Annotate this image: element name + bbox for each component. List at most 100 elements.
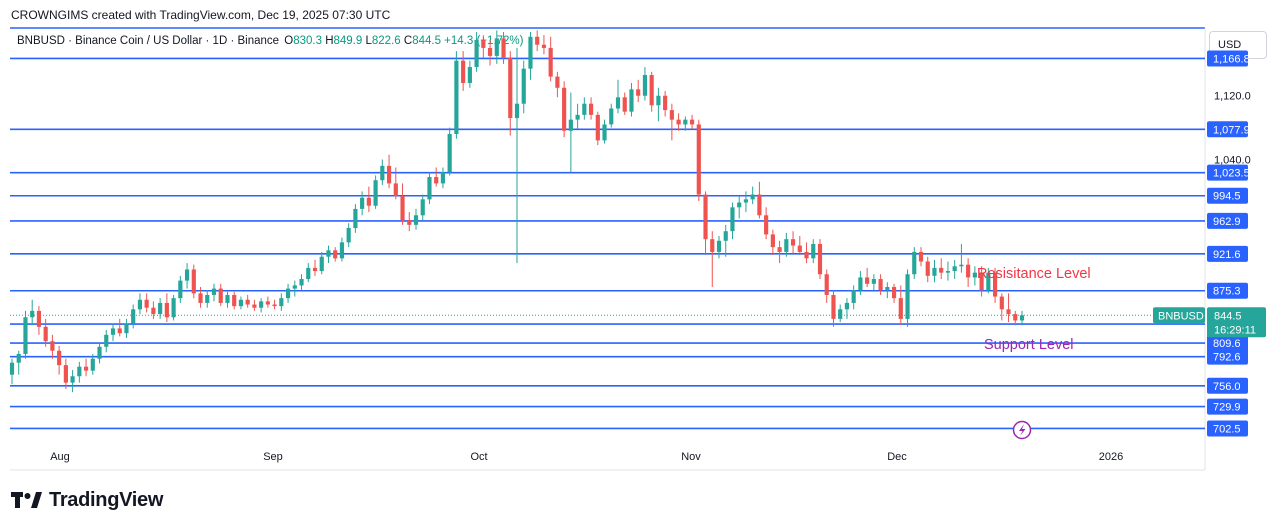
candle-body[interactable]: [642, 75, 648, 96]
candle-body[interactable]: [878, 279, 883, 291]
candle-body[interactable]: [636, 89, 641, 96]
last-price-tag[interactable]: [1207, 307, 1266, 338]
candle-body[interactable]: [939, 267, 944, 273]
candle-body[interactable]: [959, 264, 964, 267]
candle-body[interactable]: [521, 68, 526, 104]
candle-body[interactable]: [1019, 315, 1025, 321]
candle-body[interactable]: [979, 272, 984, 291]
candle-body[interactable]: [70, 376, 75, 383]
candle-body[interactable]: [992, 272, 998, 297]
candle-body[interactable]: [77, 366, 82, 377]
candle-body[interactable]: [90, 358, 95, 371]
candle-body[interactable]: [319, 256, 324, 272]
candle-body[interactable]: [97, 346, 102, 359]
candle-body[interactable]: [609, 108, 614, 125]
candle-body[interactable]: [272, 304, 277, 307]
candle-body[interactable]: [649, 75, 654, 106]
candle-body[interactable]: [912, 251, 917, 275]
candle-body[interactable]: [811, 243, 816, 259]
candle-body[interactable]: [104, 334, 109, 347]
candle-body[interactable]: [871, 279, 876, 284]
level-price-tag[interactable]: [1207, 398, 1248, 415]
candle-body[interactable]: [790, 239, 796, 246]
candle-body[interactable]: [797, 245, 802, 252]
candle-body[interactable]: [50, 341, 55, 351]
level-price-tag[interactable]: [1207, 187, 1248, 204]
candle-body[interactable]: [299, 279, 304, 286]
level-price-tag[interactable]: [1207, 420, 1248, 437]
candle-body[interactable]: [1006, 309, 1011, 315]
candle-body[interactable]: [568, 119, 573, 131]
candle-body[interactable]: [57, 350, 62, 366]
candle-body[interactable]: [730, 207, 735, 232]
candle-body[interactable]: [137, 299, 143, 310]
candle-body[interactable]: [63, 365, 68, 383]
candle-body[interactable]: [461, 60, 466, 83]
candle-body[interactable]: [454, 60, 459, 134]
candle-body[interactable]: [467, 67, 472, 83]
candle-body[interactable]: [373, 180, 378, 206]
candle-body[interactable]: [36, 310, 42, 327]
candle-body[interactable]: [23, 317, 28, 354]
candle-body[interactable]: [689, 119, 695, 125]
candle-body[interactable]: [514, 103, 520, 119]
candle-body[interactable]: [427, 177, 432, 200]
candle-body[interactable]: [400, 196, 405, 221]
candle-body[interactable]: [191, 269, 196, 294]
candle-body[interactable]: [716, 240, 722, 252]
candle-body[interactable]: [353, 208, 358, 229]
candle-body[interactable]: [245, 299, 250, 305]
candle-body[interactable]: [710, 239, 715, 252]
candle-body[interactable]: [999, 296, 1004, 310]
candle-body[interactable]: [501, 38, 506, 58]
level-price-tag[interactable]: [1207, 50, 1248, 67]
candle-body[interactable]: [178, 280, 183, 299]
candle-body[interactable]: [562, 87, 567, 131]
candle-body[interactable]: [817, 243, 823, 275]
candle-body[interactable]: [757, 194, 762, 216]
level-price-tag[interactable]: [1207, 121, 1248, 138]
candle-body[interactable]: [824, 274, 829, 295]
candle-body[interactable]: [494, 38, 499, 56]
candle-body[interactable]: [205, 294, 210, 303]
candle-body[interactable]: [164, 302, 169, 318]
candle-body[interactable]: [117, 328, 122, 334]
candle-body[interactable]: [858, 277, 863, 291]
candle-body[interactable]: [723, 231, 728, 241]
candle-body[interactable]: [804, 251, 809, 259]
candle-body[interactable]: [952, 266, 957, 272]
candle-body[interactable]: [945, 271, 951, 273]
candle-body[interactable]: [144, 299, 149, 308]
level-price-tag[interactable]: [1207, 212, 1248, 229]
candle-body[interactable]: [366, 197, 371, 206]
candle-body[interactable]: [326, 250, 331, 257]
candle-body[interactable]: [865, 277, 870, 284]
candle-body[interactable]: [602, 124, 607, 141]
candle-body[interactable]: [535, 36, 540, 45]
candle-body[interactable]: [238, 299, 244, 307]
level-price-tag[interactable]: [1207, 282, 1248, 299]
candle-body[interactable]: [171, 298, 176, 318]
candle-body[interactable]: [124, 323, 129, 334]
candle-body[interactable]: [555, 76, 560, 88]
candle-body[interactable]: [588, 103, 594, 115]
candle-body[interactable]: [440, 172, 446, 184]
support-annotation[interactable]: Support Level: [984, 337, 1073, 353]
candle-body[interactable]: [312, 267, 318, 272]
candle-body[interactable]: [434, 177, 439, 184]
candle-body[interactable]: [575, 114, 580, 120]
candle-body[interactable]: [844, 302, 850, 310]
candle-body[interactable]: [905, 274, 910, 319]
candle-body[interactable]: [683, 119, 688, 125]
candle-body[interactable]: [474, 39, 479, 68]
candle-body[interactable]: [158, 302, 163, 315]
candle-body[interactable]: [259, 301, 264, 308]
candle-body[interactable]: [346, 228, 351, 243]
candle-body[interactable]: [966, 264, 971, 278]
resistance-annotation[interactable]: Resisitance Level: [977, 266, 1091, 282]
candle-body[interactable]: [218, 288, 223, 303]
candle-body[interactable]: [770, 234, 775, 248]
candle-body[interactable]: [380, 165, 385, 181]
candle-body[interactable]: [30, 310, 35, 318]
symbol-name[interactable]: BNBUSD · Binance Coin / US Dollar · 1D ·…: [17, 35, 280, 47]
